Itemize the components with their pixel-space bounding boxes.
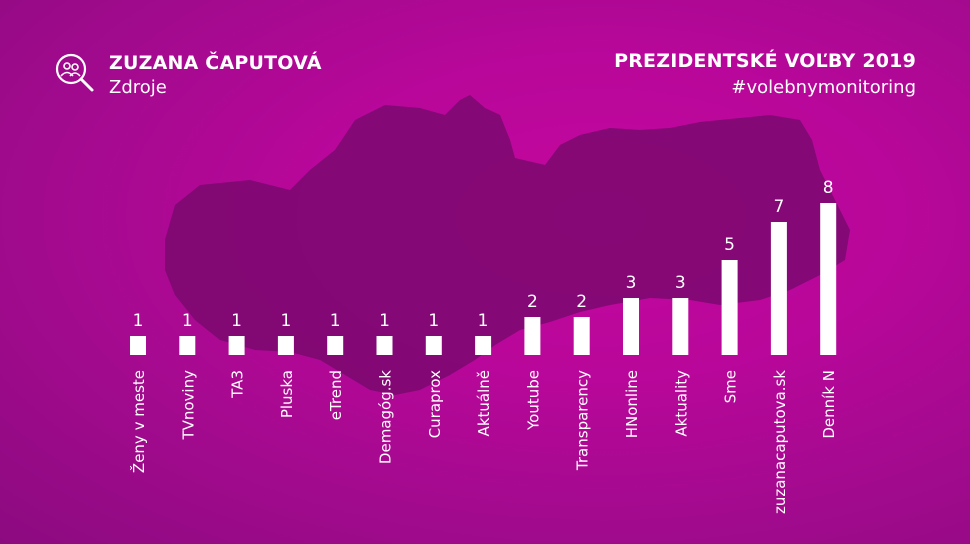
bar-11 (672, 298, 689, 355)
data-label-13: 7 (773, 197, 784, 217)
data-label-12: 5 (724, 235, 735, 255)
bar-8 (524, 317, 541, 355)
data-label-5: 1 (379, 311, 390, 331)
bar-2 (228, 336, 245, 355)
bar-7 (475, 336, 492, 355)
data-label-1: 1 (182, 311, 193, 331)
bar-9 (573, 317, 590, 355)
header-right: PREZIDENTSKÉ VOĽBY 2019 #volebnymonitori… (614, 50, 916, 98)
category-label-10: HNonline (623, 370, 641, 438)
hashtag: #volebnymonitoring (731, 77, 916, 98)
data-label-10: 3 (626, 273, 637, 293)
data-label-6: 1 (428, 311, 439, 331)
category-label-1: TVnoviny (179, 370, 197, 441)
category-label-0: Ženy v meste (129, 370, 148, 473)
data-label-9: 2 (576, 292, 587, 312)
category-label-8: Youtube (524, 370, 542, 431)
category-label-9: Transparency (574, 370, 592, 471)
category-label-12: Sme (722, 370, 740, 403)
page-title: PREZIDENTSKÉ VOĽBY 2019 (614, 50, 916, 72)
bar-13 (770, 222, 787, 355)
data-label-14: 8 (823, 178, 834, 198)
bar-10 (623, 298, 639, 355)
search-people-icon (55, 53, 94, 92)
bar-3 (277, 336, 294, 355)
category-label-5: Demagóg.sk (377, 370, 395, 464)
data-label-3: 1 (280, 311, 291, 331)
bar-4 (327, 336, 344, 355)
category-label-2: TA3 (229, 370, 247, 399)
category-label-4: eTrend (327, 370, 345, 420)
category-label-6: Curaprox (426, 370, 444, 438)
bar-1 (179, 336, 196, 355)
data-label-7: 1 (478, 311, 489, 331)
bar-6 (425, 336, 442, 355)
data-label-11: 3 (675, 273, 686, 293)
bar-5 (376, 336, 393, 355)
category-label-14: Denník N (820, 370, 838, 439)
bar-12 (721, 260, 738, 355)
bar-14 (820, 203, 837, 355)
data-label-0: 1 (133, 311, 144, 331)
category-label-11: Aktuality (672, 370, 690, 437)
chart-subtitle: Zdroje (109, 77, 167, 98)
candidate-name: ZUZANA ČAPUTOVÁ (109, 52, 322, 74)
category-label-7: Aktuálně (475, 370, 493, 436)
data-label-8: 2 (527, 292, 538, 312)
category-label-3: Pluska (278, 370, 296, 418)
category-label-13: zuzanacaputova.sk (771, 370, 789, 514)
data-label-4: 1 (330, 311, 341, 331)
data-label-2: 1 (231, 311, 242, 331)
bar-0 (130, 336, 146, 355)
